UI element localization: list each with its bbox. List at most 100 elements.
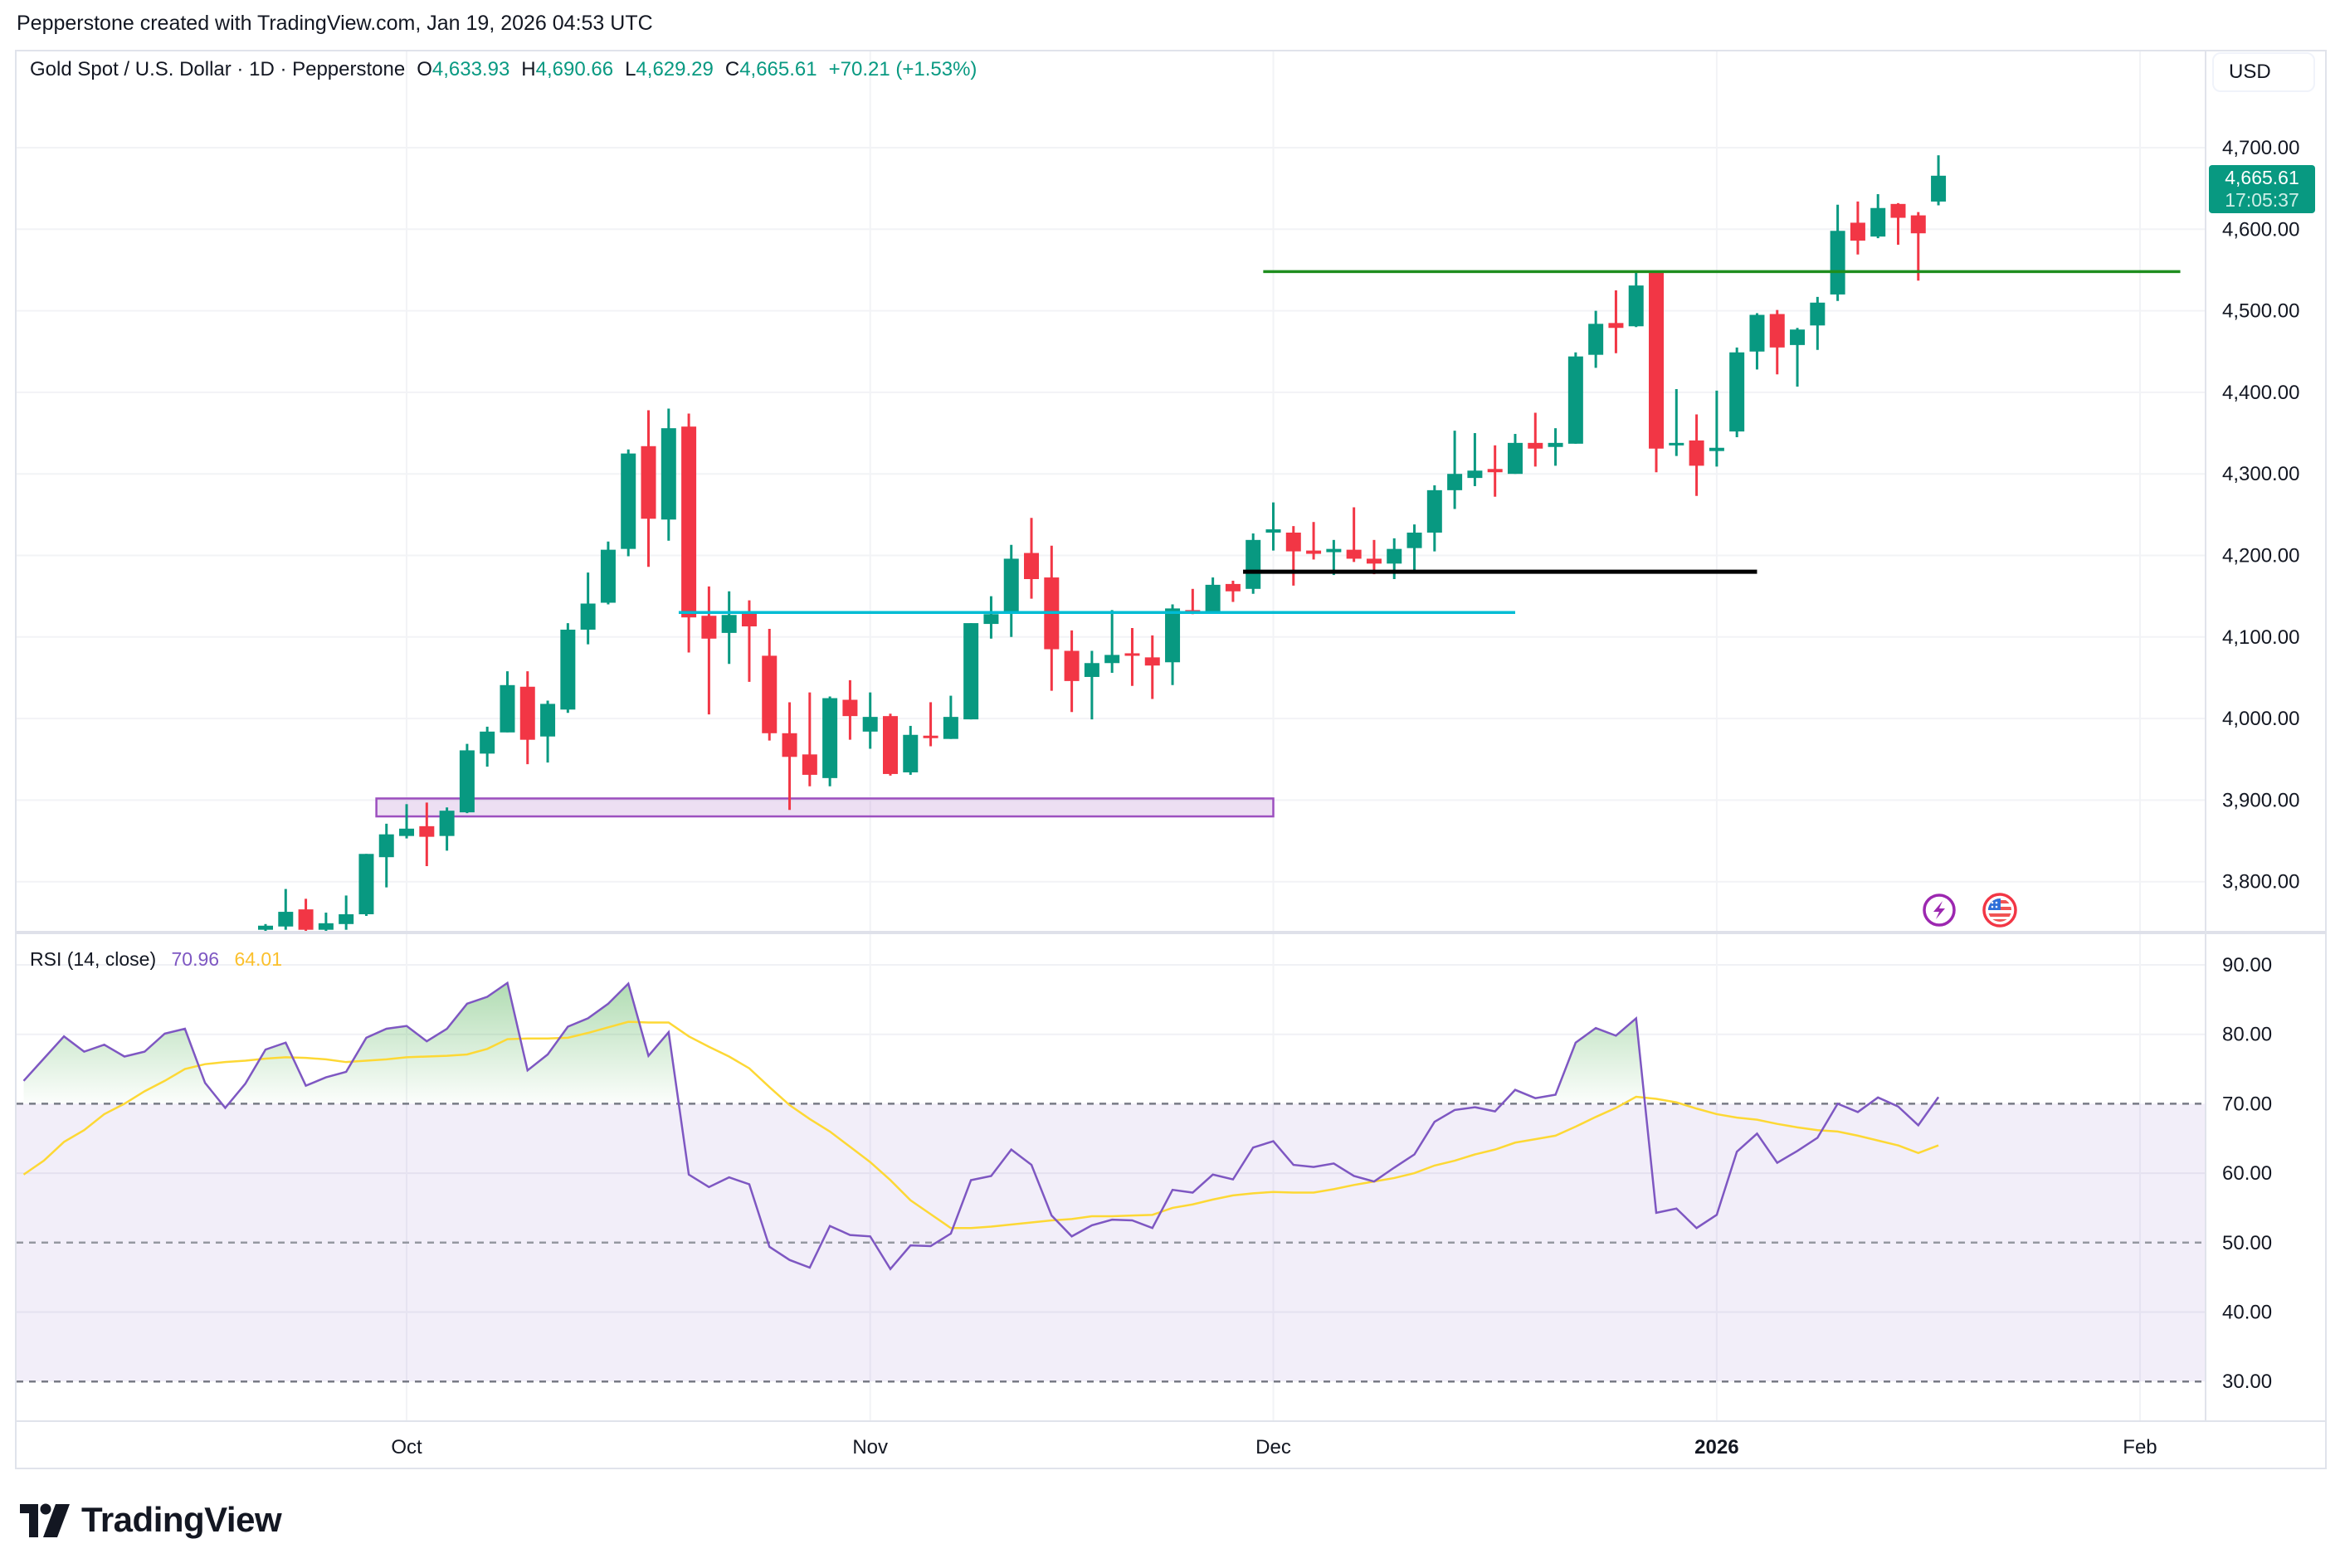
candle <box>1024 518 1040 599</box>
price-tick-label: 4,700.00 <box>2222 137 2299 159</box>
candle <box>1003 544 1019 637</box>
price-tick-label: 4,100.00 <box>2222 626 2299 649</box>
rectangle-zone-drawing[interactable] <box>375 797 1275 818</box>
candle <box>1246 533 1261 594</box>
time-axis[interactable]: Oct Nov Dec 2026 Feb <box>391 1436 2157 1458</box>
candle <box>580 572 596 645</box>
candle-body <box>1285 532 1301 552</box>
candle <box>1769 309 1785 375</box>
change-value: +70.21 (+1.53%) <box>828 58 977 80</box>
symbol-title[interactable]: Gold Spot / U.S. Dollar · 1D · Peppersto… <box>30 58 406 80</box>
candle <box>459 743 475 814</box>
rsi-tick-label: 70.00 <box>2222 1093 2272 1115</box>
candle <box>1406 524 1422 571</box>
candle <box>1225 580 1241 602</box>
candle <box>1346 507 1362 562</box>
candle <box>1447 431 1463 509</box>
rsi-tick-label: 60.00 <box>2222 1162 2272 1185</box>
candle <box>439 807 455 851</box>
candle <box>1870 194 1886 239</box>
candle <box>903 725 919 775</box>
symbol-legend[interactable]: Gold Spot / U.S. Dollar · 1D · Peppersto… <box>30 58 977 81</box>
candle-body <box>681 426 697 618</box>
candle <box>762 628 778 741</box>
candle-body <box>1165 608 1181 663</box>
candle <box>983 596 999 639</box>
candle <box>842 679 858 740</box>
candle-body <box>822 698 838 778</box>
price-tick-label: 4,500.00 <box>2222 300 2299 323</box>
candle <box>862 692 878 749</box>
open-label: O <box>417 58 432 80</box>
close-label: C <box>724 58 740 80</box>
candle-body <box>459 750 475 813</box>
currency-button[interactable]: USD <box>2212 52 2315 92</box>
price-tick-label: 3,800.00 <box>2222 871 2299 894</box>
candle <box>1084 650 1099 720</box>
price-tick-label: 4,600.00 <box>2222 218 2299 241</box>
rsi-level-lines <box>17 1103 2206 1383</box>
candle-body <box>1144 657 1160 666</box>
rsi-legend[interactable]: RSI (14, close) 70.96 64.01 <box>30 948 282 971</box>
open-value: 4,633.93 <box>431 58 510 80</box>
rsi-overbought-fill <box>23 982 1939 1103</box>
candle <box>1467 433 1483 486</box>
overbought-fill-group <box>23 982 1939 1103</box>
candle-body <box>540 704 556 737</box>
candle <box>1608 290 1624 353</box>
grid-lines <box>17 51 2206 1420</box>
candle <box>1931 155 1947 206</box>
candle-body <box>1870 207 1886 237</box>
time-tick-label: Feb <box>2123 1436 2157 1458</box>
drawing-layer[interactable] <box>375 797 1275 818</box>
candle-body <box>1588 324 1604 355</box>
candle-body <box>983 614 999 625</box>
tradingview-logo[interactable]: TradingView <box>20 1500 282 1540</box>
candle-body <box>641 446 656 519</box>
rsi-title[interactable]: RSI (14, close) <box>30 948 157 970</box>
candle <box>1185 588 1201 615</box>
candle <box>1064 630 1080 713</box>
candle-body <box>1246 539 1261 589</box>
bar-countdown: 17:05:37 <box>2225 189 2299 211</box>
candle-body <box>1910 215 1926 234</box>
candlestick-series <box>258 155 1947 932</box>
candle <box>1669 388 1684 456</box>
candle <box>782 702 797 811</box>
candle-body <box>1326 548 1342 553</box>
time-tick-label: Dec <box>1255 1436 1291 1458</box>
candle <box>1285 526 1301 586</box>
candle-body <box>661 428 676 520</box>
candle-body <box>439 811 455 836</box>
us-flag-economic-event-icon[interactable] <box>1982 893 2017 928</box>
time-tick-label: 2026 <box>1694 1436 1738 1458</box>
candle-body <box>1265 529 1281 533</box>
candle <box>378 823 394 888</box>
candle-body <box>278 912 294 927</box>
candle <box>1326 539 1342 576</box>
candle <box>339 895 354 930</box>
candle-body <box>1064 650 1080 681</box>
candle <box>1649 270 1665 473</box>
candle <box>1548 428 1563 466</box>
candle-body <box>1003 558 1019 614</box>
candle <box>802 692 817 786</box>
candle-body <box>1608 323 1624 329</box>
price-axis[interactable]: 4,700.00 4,600.00 4,500.00 4,400.00 4,300.00… <box>2222 137 2299 894</box>
candle <box>1124 627 1140 686</box>
candle <box>318 913 334 932</box>
candle-body <box>480 731 495 754</box>
candle-body <box>1548 442 1563 447</box>
candle <box>1144 635 1160 699</box>
candle <box>721 591 737 665</box>
candle-body <box>339 914 354 924</box>
candle-body <box>1528 442 1543 449</box>
lightning-event-icon[interactable] <box>1923 894 1956 927</box>
candle <box>1890 202 1906 245</box>
candle <box>519 671 535 765</box>
rsi-axis[interactable]: 90.00 80.00 70.00 60.00 50.00 40.00 30.00 <box>2222 954 2272 1393</box>
candle <box>621 449 636 557</box>
candle-body <box>1346 549 1362 559</box>
drawing-layer-lines[interactable] <box>678 270 2181 615</box>
